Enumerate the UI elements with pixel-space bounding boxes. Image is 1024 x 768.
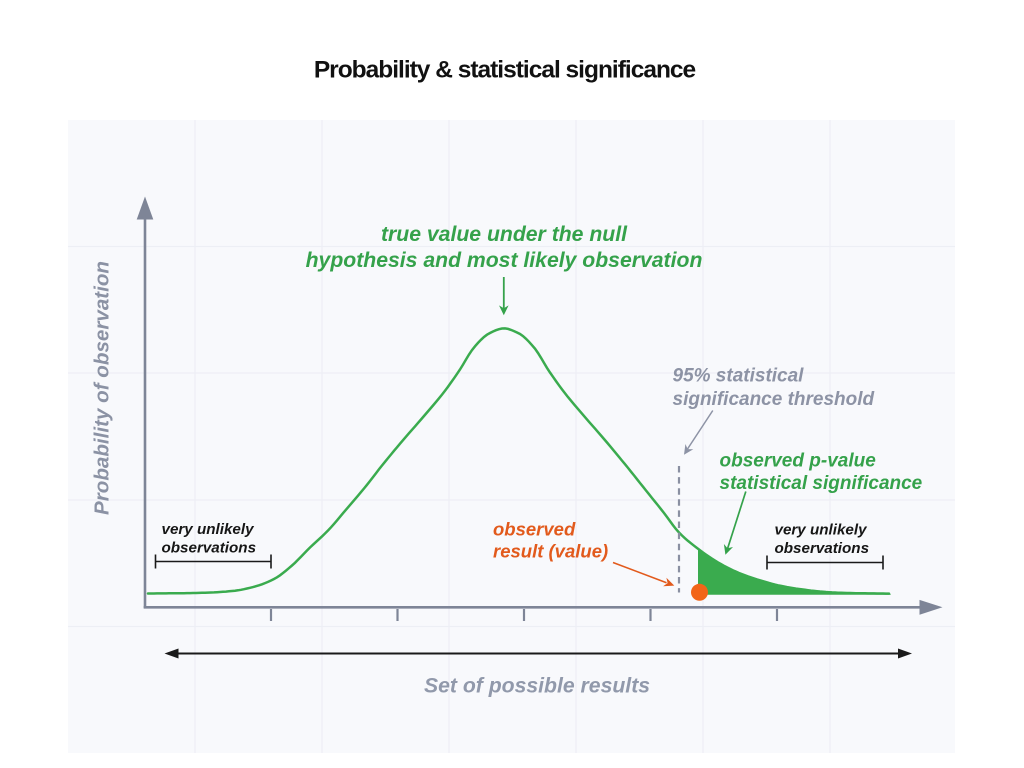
svg-text:Probability of observation: Probability of observation: [91, 261, 114, 515]
svg-text:hypothesis and most likely obs: hypothesis and most likely observation: [306, 249, 703, 272]
svg-text:significance threshold: significance threshold: [673, 389, 875, 410]
svg-text:observed p-value: observed p-value: [720, 451, 877, 472]
svg-text:95% statistical: 95% statistical: [673, 366, 805, 387]
svg-text:very unlikely: very unlikely: [775, 522, 869, 539]
svg-text:Set of possible results: Set of possible results: [424, 675, 650, 698]
svg-text:observed: observed: [493, 519, 576, 540]
svg-text:statistical significance: statistical significance: [720, 473, 923, 494]
svg-text:result (value): result (value): [493, 541, 608, 562]
svg-text:observations: observations: [162, 540, 257, 557]
svg-text:true value under the null: true value under the null: [381, 223, 628, 246]
svg-text:observations: observations: [775, 540, 870, 557]
svg-text:Probability & statistical sign: Probability & statistical significance: [314, 57, 696, 84]
svg-text:very unlikely: very unlikely: [162, 521, 256, 538]
